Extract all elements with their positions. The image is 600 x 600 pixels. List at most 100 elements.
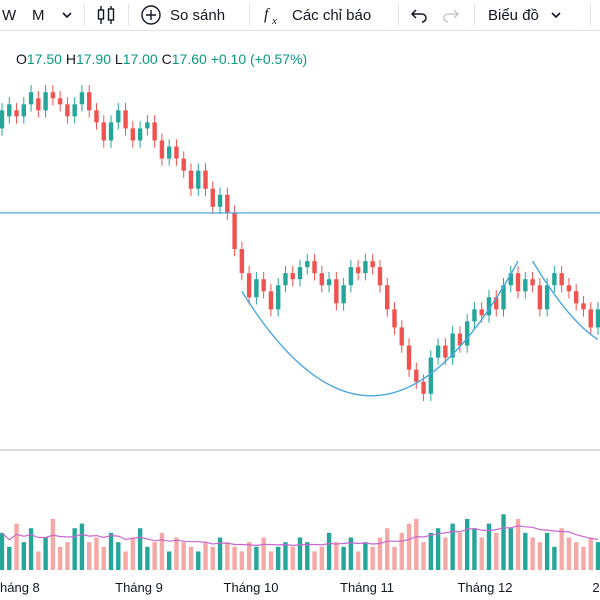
candle-body <box>399 327 404 346</box>
price-chart[interactable]: háng 8 Tháng 9 Tháng 10 Tháng 11 Tháng 12 2 <box>0 30 600 600</box>
plus-circle-icon <box>141 5 161 25</box>
volume-bar <box>116 542 121 570</box>
candle <box>312 253 317 281</box>
undo-button[interactable] <box>410 0 428 30</box>
candle-body <box>537 285 543 310</box>
candle-body <box>435 345 441 358</box>
x-tick-label: Tháng 10 <box>224 580 279 595</box>
candle-body <box>152 122 157 141</box>
candle <box>457 326 463 353</box>
candle <box>530 271 535 293</box>
candle <box>79 84 85 112</box>
candle <box>464 314 470 353</box>
volume-bar <box>573 542 579 570</box>
volume-bar <box>523 532 528 570</box>
candle-body <box>443 345 448 358</box>
high-value: 17.90 <box>75 51 111 67</box>
candle <box>174 139 179 166</box>
candle <box>181 151 186 178</box>
interval-monthly-button[interactable]: M <box>32 6 45 24</box>
candle-body <box>196 170 201 189</box>
volume-bar <box>290 546 295 570</box>
volume-bar <box>57 546 63 570</box>
volume-bar <box>552 546 557 570</box>
candle-body <box>508 273 513 286</box>
volume-bar <box>566 537 572 570</box>
candle-body <box>50 92 56 99</box>
volume-bar <box>406 523 412 570</box>
candle-body <box>348 267 354 286</box>
candle <box>225 187 230 221</box>
candle-body <box>421 381 426 394</box>
volume-bar <box>145 546 150 570</box>
candle <box>523 271 528 299</box>
compare-label: So sánh <box>170 6 226 24</box>
volume-bar <box>472 528 477 570</box>
volume-bar <box>196 551 201 570</box>
volume-bar <box>559 528 564 570</box>
interval-dropdown[interactable] <box>60 0 74 30</box>
candle-body <box>406 345 412 370</box>
candle-body <box>355 267 361 274</box>
candle <box>196 163 201 196</box>
candle-body <box>94 110 99 123</box>
volume-bar <box>87 542 92 570</box>
candle <box>166 139 172 166</box>
candle-body <box>203 170 208 189</box>
volume-bar <box>319 546 325 570</box>
candle <box>28 84 34 112</box>
x-tick-label: 2 <box>592 580 599 595</box>
candle <box>50 84 56 106</box>
redo-button[interactable] <box>442 0 460 30</box>
candle-body <box>181 158 186 171</box>
low-value: 17.00 <box>122 51 158 67</box>
candle-body <box>501 285 506 310</box>
volume-bar <box>414 518 419 570</box>
candle-body <box>414 369 419 382</box>
compare-button[interactable]: So sánh <box>140 0 225 30</box>
candle-body <box>326 279 332 286</box>
candle-body <box>65 104 70 117</box>
candle-body <box>108 122 114 141</box>
candle <box>43 84 48 118</box>
chart-type-dropdown[interactable]: Biểu đồ <box>488 0 563 30</box>
candle <box>261 271 266 299</box>
x-tick-label: Tháng 11 <box>340 580 394 595</box>
volume-bar <box>450 523 455 570</box>
candle-body <box>14 110 19 117</box>
volume-bar <box>65 542 70 570</box>
volume-bar <box>457 532 463 570</box>
svg-text:x: x <box>271 15 277 26</box>
open-key: O <box>16 51 27 67</box>
candle <box>57 91 63 112</box>
candle-body <box>123 110 128 129</box>
volume-bar <box>36 551 41 570</box>
candle-body <box>36 98 41 111</box>
candle-body <box>57 98 63 105</box>
interval-weekly-button[interactable]: W <box>2 6 17 24</box>
candle-body <box>472 309 477 322</box>
candle <box>7 97 12 124</box>
candle-body <box>275 285 281 310</box>
candle <box>559 265 564 293</box>
candle <box>377 259 383 293</box>
candle-style-button[interactable] <box>96 0 116 30</box>
candle <box>355 259 361 281</box>
candle <box>443 338 448 365</box>
candle-body <box>573 291 579 304</box>
candle-body <box>174 146 179 159</box>
candle-body <box>28 92 34 105</box>
volume-bar <box>79 523 85 570</box>
volume-bar <box>275 546 281 570</box>
candle <box>406 338 412 377</box>
x-tick-label: Tháng 12 <box>458 580 513 595</box>
volume-bar <box>14 523 19 570</box>
low-key: L <box>114 51 123 67</box>
volume-bar <box>428 532 434 570</box>
candle-body <box>188 170 194 189</box>
cup-curve <box>241 260 519 397</box>
candle <box>188 163 194 196</box>
volume-bar <box>50 518 56 570</box>
